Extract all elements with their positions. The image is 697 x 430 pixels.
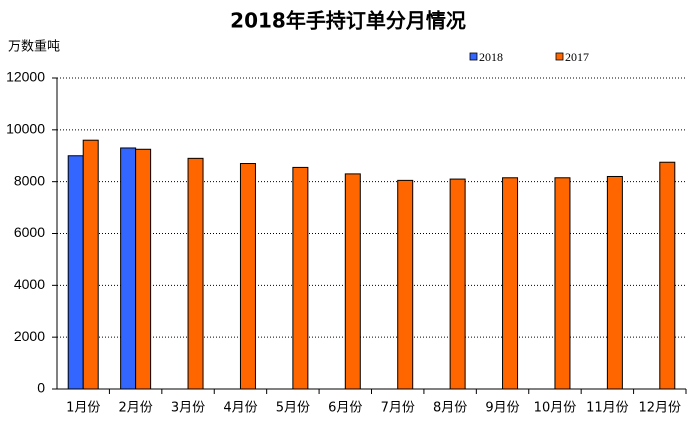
y-tick-label: 6000 (14, 224, 45, 240)
x-tick-label: 12月份 (639, 401, 682, 416)
legend-swatch (555, 52, 564, 61)
bar (606, 175, 623, 390)
x-tick-label: 11月份 (586, 401, 629, 416)
y-tick-label: 10000 (6, 121, 45, 137)
bar (659, 161, 676, 390)
y-axis-label: 万数重吨 (8, 39, 60, 55)
x-tick-label: 4月份 (223, 401, 257, 416)
y-tick-label: 8000 (14, 172, 45, 188)
y-tick-label: 12000 (6, 69, 45, 85)
x-tick-label: 7月份 (381, 401, 415, 416)
bar (554, 177, 571, 390)
bar (67, 155, 84, 390)
bar (135, 148, 152, 390)
x-tick-label: 10月份 (534, 401, 577, 416)
y-tick-label: 0 (37, 380, 45, 396)
x-tick-label: 3月份 (171, 401, 205, 416)
x-tick-label: 5月份 (276, 401, 310, 416)
x-tick-label: 6月份 (328, 401, 362, 416)
x-tick-label: 9月份 (485, 401, 519, 416)
bar (120, 147, 137, 390)
y-tick-label: 2000 (14, 328, 45, 344)
bar (397, 179, 414, 390)
bar (292, 166, 309, 390)
legend-swatch (469, 52, 478, 61)
x-tick-label: 1月份 (66, 401, 100, 416)
bar (239, 163, 256, 390)
bar (187, 157, 204, 390)
legend-label: 2017 (565, 50, 589, 64)
legend-label: 2018 (479, 50, 503, 64)
bar (449, 178, 466, 390)
chart-title: 2018年手持订单分月情况 (230, 9, 466, 33)
x-tick-label: 8月份 (433, 401, 467, 416)
bar (502, 177, 519, 390)
bar (82, 139, 99, 390)
x-tick-label: 2月份 (118, 401, 152, 416)
y-tick-label: 4000 (14, 276, 45, 292)
bar (344, 173, 361, 390)
